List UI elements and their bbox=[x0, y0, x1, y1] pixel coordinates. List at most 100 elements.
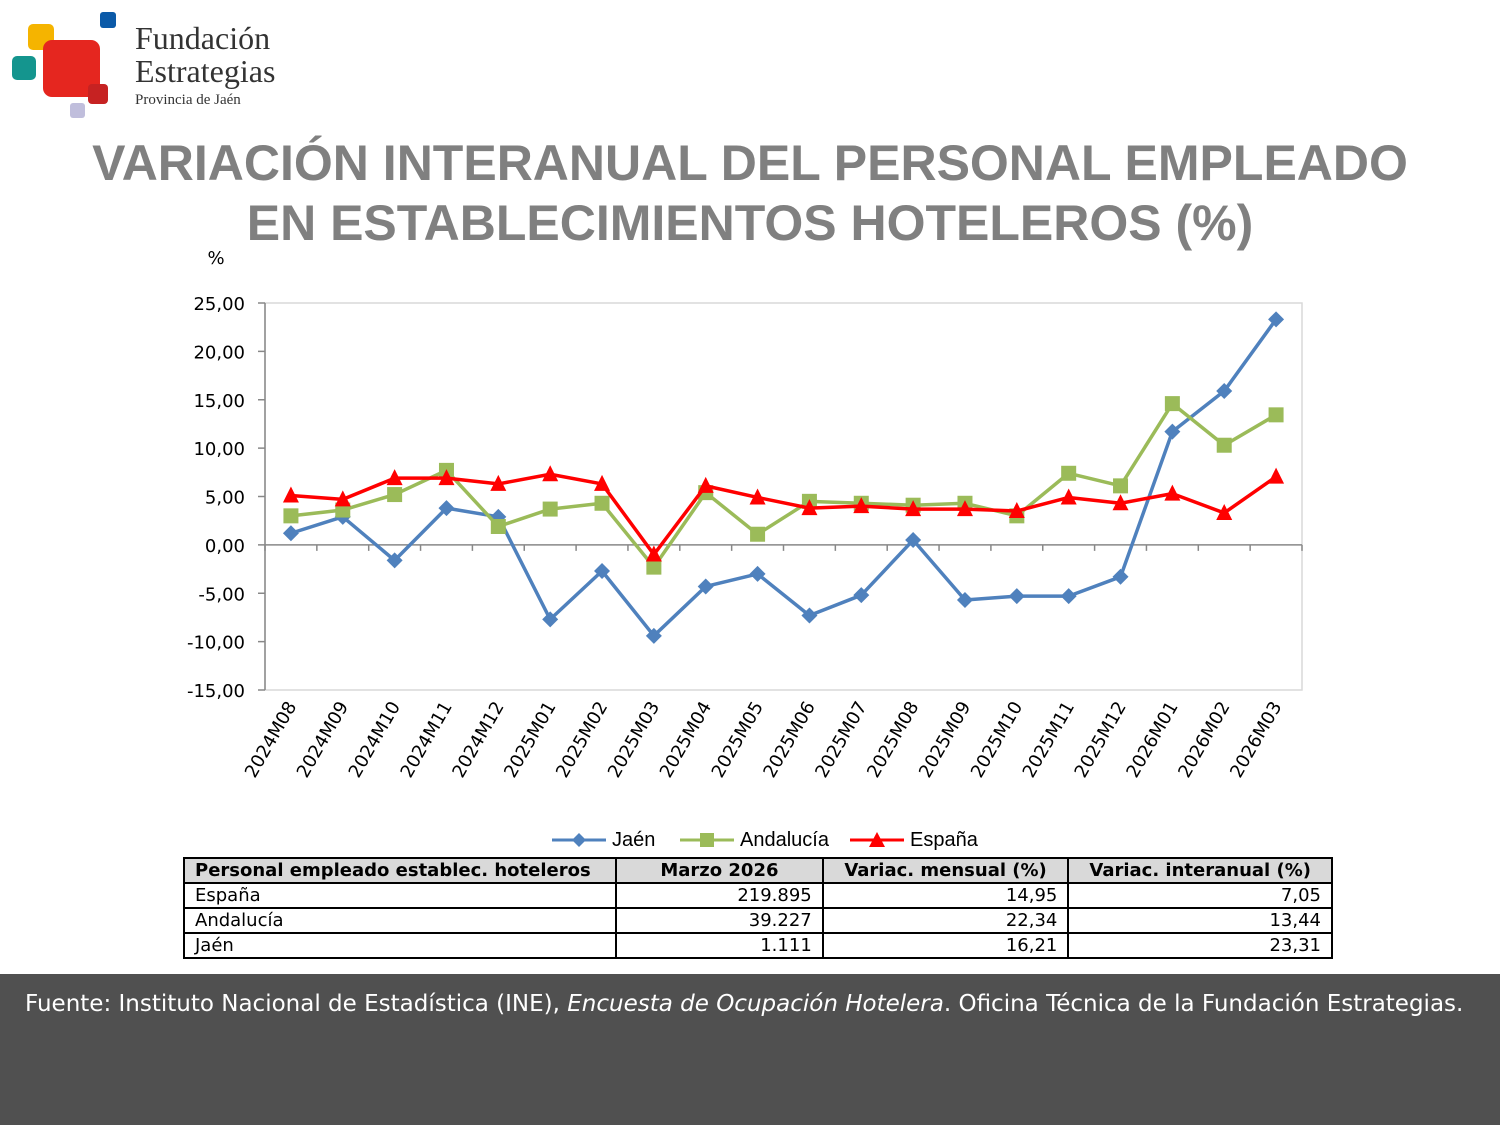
logo-text: Fundación Estrategias Provincia de Jaén bbox=[135, 22, 275, 109]
legend-label-espana: España bbox=[910, 828, 978, 851]
data-point-jaen bbox=[697, 578, 714, 595]
series-line-0 bbox=[290, 318, 1278, 638]
table-cell: 7,05 bbox=[1067, 882, 1333, 909]
data-point-jaen bbox=[386, 552, 403, 569]
logo-name-line2: Estrategias bbox=[135, 53, 276, 89]
data-point-jaen bbox=[542, 611, 559, 628]
x-tick-label: 2025M04 bbox=[656, 698, 716, 781]
table-header-row: Personal empleado establec. hoteleros Ma… bbox=[182, 857, 1333, 884]
data-point-jaen bbox=[905, 532, 922, 549]
x-tick-label: 2025M02 bbox=[552, 698, 612, 781]
data-point-espana bbox=[334, 490, 351, 507]
x-tick-label: 2026M02 bbox=[1174, 698, 1234, 781]
line-chart: 25,00 20,00 15,00 10,00 5,00 0,00 -5,00 -10,00 -… bbox=[187, 248, 1303, 781]
logo-subtitle: Provincia de Jaén bbox=[135, 92, 241, 108]
data-point-jaen bbox=[1268, 311, 1285, 328]
data-point-espana bbox=[697, 476, 714, 493]
data-point-jaen bbox=[853, 587, 870, 604]
table-cell: Jaén bbox=[182, 932, 618, 959]
table-row: España 219.895 14,95 7,05 bbox=[182, 882, 1333, 909]
x-tick-label: 2024M12 bbox=[448, 698, 508, 781]
legend-label-andalucia: Andalucía bbox=[740, 828, 829, 851]
table-header-cell: Personal empleado establec. hoteleros bbox=[182, 857, 618, 884]
x-tick-label: 2026M03 bbox=[1226, 698, 1286, 781]
data-point-espana bbox=[490, 474, 507, 491]
y-tick-label: 5,00 bbox=[205, 488, 245, 509]
table-row: Jaén 1.111 16,21 23,31 bbox=[182, 932, 1333, 959]
data-point-jaen bbox=[1060, 588, 1077, 605]
table-cell: Andalucía bbox=[182, 907, 618, 934]
data-point-andalucia bbox=[1216, 437, 1232, 453]
table-cell: 14,95 bbox=[821, 882, 1070, 909]
data-point-jaen bbox=[1216, 383, 1233, 400]
data-point-jaen bbox=[956, 592, 973, 609]
table-cell: 23,31 bbox=[1067, 932, 1333, 959]
x-tick-label: 2025M09 bbox=[915, 698, 975, 781]
logo-name-line1: Fundación bbox=[135, 20, 271, 56]
data-point-espana bbox=[645, 545, 662, 562]
table-cell: 16,21 bbox=[821, 932, 1070, 959]
data-point-andalucia bbox=[646, 559, 662, 575]
source-footer: Fuente: Instituto Nacional de Estadístic… bbox=[0, 974, 1500, 1125]
fundacion-logo: Fundación Estrategias Provincia de Jaén bbox=[10, 10, 330, 125]
data-point-jaen bbox=[438, 500, 455, 517]
table-row: Andalucía 39.227 22,34 13,44 bbox=[182, 907, 1333, 934]
legend-item-espana: España bbox=[848, 826, 978, 854]
data-point-espana bbox=[386, 469, 403, 486]
legend-item-jaen: Jaén bbox=[550, 826, 655, 854]
data-point-andalucia bbox=[750, 526, 766, 542]
chart-legend: Jaén Andalucía España bbox=[550, 826, 1000, 854]
x-tick-label: 2025M10 bbox=[967, 698, 1027, 781]
data-point-espana bbox=[853, 497, 870, 514]
y-tick-label: 20,00 bbox=[193, 342, 245, 363]
table-cell: España bbox=[182, 882, 618, 909]
data-point-espana bbox=[1268, 467, 1285, 484]
x-tick-label: 2025M08 bbox=[863, 698, 923, 781]
legend-marker-square-icon bbox=[680, 833, 734, 847]
data-point-andalucia bbox=[594, 495, 610, 511]
data-point-andalucia bbox=[283, 508, 299, 524]
data-point-andalucia bbox=[1061, 465, 1077, 481]
y-tick-label: 0,00 bbox=[205, 536, 245, 557]
data-point-andalucia bbox=[490, 518, 506, 534]
data-point-espana bbox=[438, 469, 455, 486]
logo-squares-icon bbox=[12, 12, 116, 118]
legend-marker-diamond-icon bbox=[552, 833, 606, 847]
y-tick-label: 15,00 bbox=[193, 391, 245, 412]
data-point-jaen bbox=[1008, 588, 1025, 605]
table-cell: 13,44 bbox=[1067, 907, 1333, 934]
y-tick-label: -5,00 bbox=[198, 584, 245, 605]
x-tick-label: 2025M07 bbox=[811, 698, 871, 781]
data-point-espana bbox=[1112, 494, 1129, 511]
source-lead: Fuente: Instituto Nacional de Estadístic… bbox=[25, 991, 568, 1017]
data-point-andalucia bbox=[1164, 396, 1180, 412]
data-point-jaen bbox=[749, 565, 766, 582]
legend-marker-triangle-icon bbox=[850, 832, 904, 847]
x-tick-label: 2024M08 bbox=[241, 698, 301, 781]
data-point-espana bbox=[282, 486, 299, 503]
data-table: Personal empleado establec. hoteleros Ma… bbox=[182, 857, 1333, 959]
series-line-2 bbox=[290, 472, 1278, 557]
x-tick-label: 2025M05 bbox=[708, 698, 768, 781]
data-point-andalucia bbox=[1268, 407, 1284, 423]
table-header-cell: Marzo 2026 bbox=[615, 857, 824, 884]
table-cell: 1.111 bbox=[615, 932, 824, 959]
data-point-espana bbox=[1216, 503, 1233, 520]
source-survey-name: Encuesta de Ocupación Hotelera bbox=[567, 991, 944, 1017]
plot-area bbox=[264, 302, 1303, 691]
data-point-espana bbox=[1060, 488, 1077, 505]
x-tick-label: 2025M12 bbox=[1071, 698, 1131, 781]
data-point-andalucia bbox=[1113, 478, 1129, 494]
data-point-espana bbox=[801, 499, 818, 516]
x-tick-label: 2025M11 bbox=[1019, 698, 1079, 781]
x-tick-label: 2024M11 bbox=[396, 698, 456, 781]
x-tick-label: 2026M01 bbox=[1122, 698, 1182, 781]
data-point-espana bbox=[956, 500, 973, 517]
data-point-jaen bbox=[282, 525, 299, 542]
data-point-espana bbox=[1164, 484, 1181, 501]
title-line-1: VARIACIÓN INTERANUAL DEL PERSONAL EMPLEA… bbox=[92, 135, 1408, 191]
x-tick-label: 2024M10 bbox=[345, 698, 405, 781]
source-note: Fuente: Instituto Nacional de Estadístic… bbox=[25, 987, 1485, 1021]
x-tick-label: 2025M06 bbox=[759, 698, 819, 781]
x-tick-label: 2025M03 bbox=[604, 698, 664, 781]
